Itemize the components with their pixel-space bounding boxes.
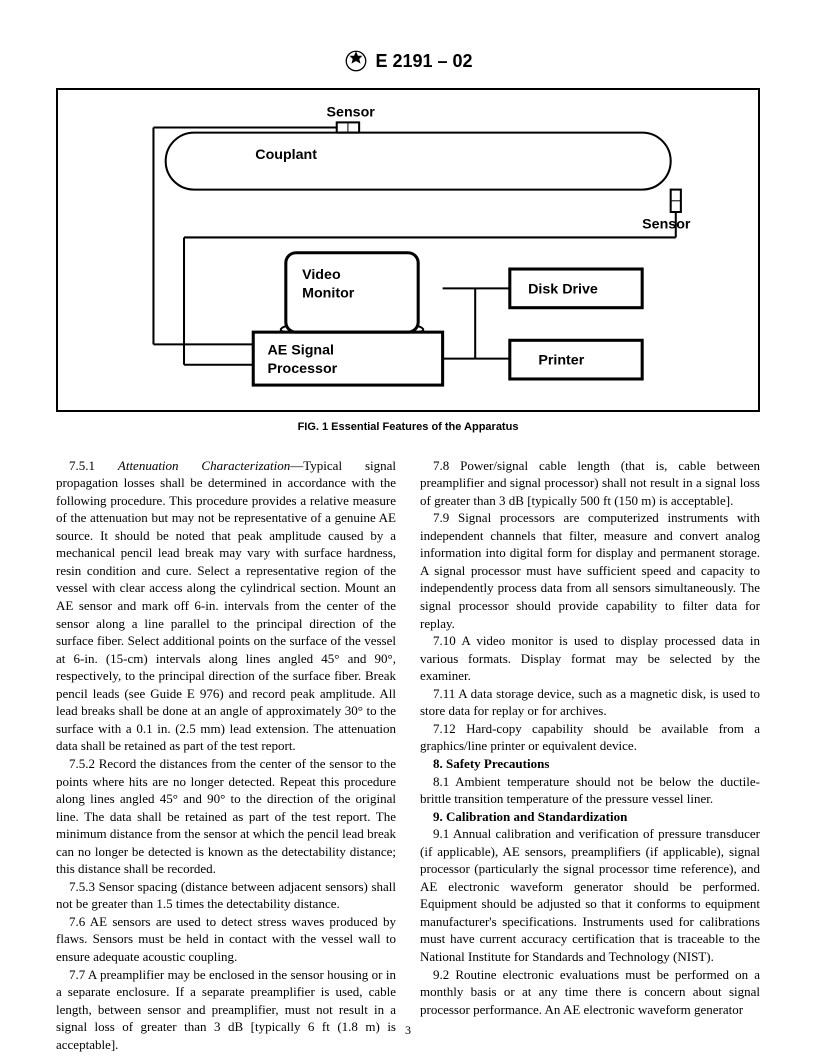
label-sensor-top: Sensor — [327, 104, 376, 120]
para-7-11: 7.11 A data storage device, such as a ma… — [420, 685, 760, 720]
label-ae-1: AE Signal — [267, 343, 334, 359]
para-7-8: 7.8 Power/signal cable length (that is, … — [420, 457, 760, 510]
page-header: E 2191 – 02 — [56, 48, 760, 74]
figure-caption: FIG. 1 Essential Features of the Apparat… — [56, 420, 760, 435]
label-video-monitor-1: Video — [302, 267, 341, 283]
designation: E 2191 – 02 — [375, 49, 472, 73]
para-7-5-3: 7.5.3 Sensor spacing (distance between a… — [56, 878, 396, 913]
label-video-monitor-2: Monitor — [302, 286, 355, 302]
para-7-5-1: 7.5.1 Attenuation Characterization—Typic… — [56, 457, 396, 755]
figure-1-frame: Sensor Couplant Sensor Video Monitor AE … — [56, 88, 760, 412]
para-7-6: 7.6 AE sensors are used to detect stress… — [56, 913, 396, 966]
body-columns: 7.5.1 Attenuation Characterization—Typic… — [56, 457, 760, 1054]
para-8-1: 8.1 Ambient temperature should not be be… — [420, 773, 760, 808]
label-printer: Printer — [538, 353, 584, 369]
label-sensor-right: Sensor — [642, 216, 691, 232]
page-number: 3 — [0, 1022, 816, 1038]
vessel-outline — [166, 133, 671, 190]
para-7-7: 7.7 A preamplifier may be enclosed in th… — [56, 966, 396, 1054]
para-7-9: 7.9 Signal processors are computerized i… — [420, 509, 760, 632]
label-couplant: Couplant — [255, 147, 317, 163]
heading-9: 9. Calibration and Standardization — [420, 808, 760, 826]
para-7-12: 7.12 Hard-copy capability should be avai… — [420, 720, 760, 755]
astm-logo — [343, 48, 369, 74]
heading-8: 8. Safety Precautions — [420, 755, 760, 773]
para-9-2: 9.2 Routine electronic evaluations must … — [420, 966, 760, 1019]
ae-processor-box — [253, 332, 442, 385]
apparatus-diagram: Sensor Couplant Sensor Video Monitor AE … — [72, 100, 744, 395]
para-7-5-2: 7.5.2 Record the distances from the cent… — [56, 755, 396, 878]
para-9-1: 9.1 Annual calibration and verification … — [420, 825, 760, 965]
label-ae-2: Processor — [267, 361, 337, 377]
label-disk-drive: Disk Drive — [528, 281, 598, 297]
para-7-10: 7.10 A video monitor is used to display … — [420, 632, 760, 685]
